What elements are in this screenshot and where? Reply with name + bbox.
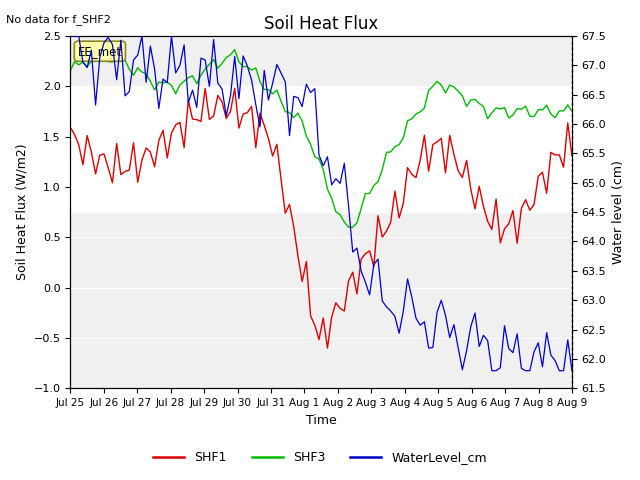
Bar [70, 86, 572, 212]
Legend: SHF1, SHF3, WaterLevel_cm: SHF1, SHF3, WaterLevel_cm [148, 446, 492, 469]
Y-axis label: Soil Heat Flux (W/m2): Soil Heat Flux (W/m2) [15, 144, 28, 280]
X-axis label: Time: Time [306, 414, 337, 427]
Title: Soil Heat Flux: Soil Heat Flux [264, 15, 378, 33]
Text: EE_met: EE_met [78, 45, 122, 58]
Text: No data for f_SHF2: No data for f_SHF2 [6, 14, 111, 25]
Y-axis label: Water level (cm): Water level (cm) [612, 160, 625, 264]
